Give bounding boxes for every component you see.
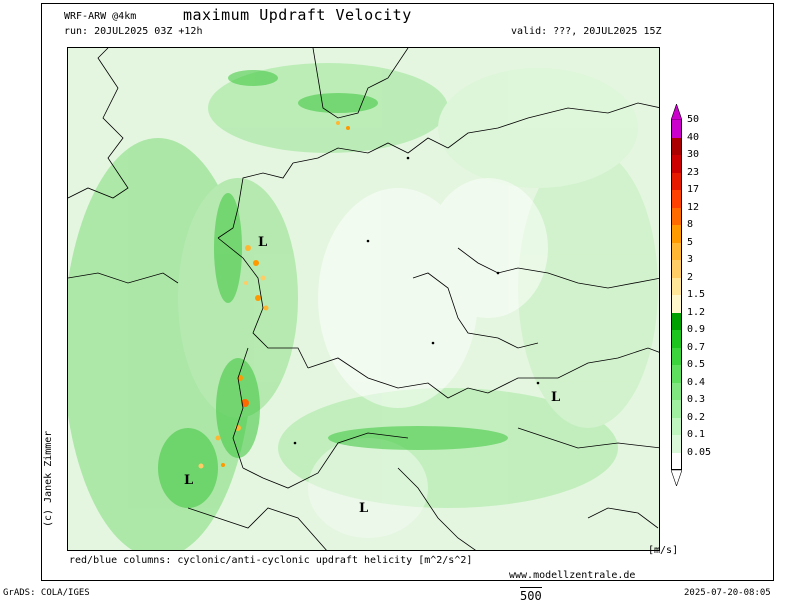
colorbar-swatch	[671, 330, 682, 348]
colorbar-level-label: 40	[687, 131, 700, 143]
colorbar-swatch	[671, 172, 682, 190]
low-pressure-mark: L	[551, 390, 561, 405]
colorbar-level-label: 17	[687, 184, 700, 195]
colorbar-level-label: 0.3	[687, 394, 706, 405]
grads-label: GrADS: COLA/IGES	[3, 588, 90, 598]
colorbar-level-label: 0.1	[687, 429, 706, 440]
colorbar-bottom-arrow	[671, 470, 682, 486]
helicity-note: red/blue columns: cyclonic/anti-cyclonic…	[69, 555, 473, 566]
colorbar-level-label: 1.5	[687, 289, 706, 300]
colorbar-swatch	[671, 137, 682, 155]
model-label: WRF-ARW @4km	[64, 11, 137, 22]
colorbar-top-arrow	[671, 104, 682, 120]
colorbar-swatch	[671, 365, 682, 383]
run-label: run: 20JUL2025 03Z +12h	[64, 26, 203, 37]
weather-map	[67, 47, 660, 551]
colorbar-level-label: 3	[687, 254, 694, 265]
colorbar-swatch	[671, 207, 682, 225]
low-pressure-mark: L	[258, 235, 268, 250]
colorbar-swatch	[671, 120, 682, 138]
colorbar-swatch	[671, 277, 682, 295]
colorbar-level-label: 0.4	[687, 376, 706, 388]
colorbar-swatch	[671, 382, 682, 400]
colorbar-level-label: 0.2	[687, 411, 706, 423]
colorbar-swatch	[671, 417, 682, 435]
colorbar-level-label: 0.7	[687, 341, 706, 353]
colorbar-swatch	[671, 190, 682, 208]
valid-label: valid: ???, 20JUL2025 15Z	[511, 26, 662, 37]
colorbar-unit: [m/s]	[648, 545, 679, 556]
colorbar-level-label: 0.05	[687, 446, 712, 458]
plot-frame	[41, 3, 774, 581]
colorbar-level-label: 1.2	[687, 306, 706, 318]
colorbar-level-label: 8	[687, 219, 694, 230]
colorbar-swatch	[671, 435, 682, 453]
colorbar-swatch	[671, 242, 682, 260]
colorbar-swatch	[671, 400, 682, 418]
colorbar-level-label: 12	[687, 201, 700, 213]
colorbar-swatch	[671, 155, 682, 173]
colorbar-swatch	[671, 295, 682, 313]
colorbar-level-label: 2	[687, 271, 694, 283]
contour-label: 500	[520, 587, 542, 603]
low-pressure-mark: L	[359, 501, 369, 516]
colorbar-level-label: 0.5	[687, 359, 706, 370]
colorbar-level-label: 50	[687, 114, 700, 125]
timestamp-label: 2025-07-20-08:05	[684, 588, 771, 598]
colorbar-level-label: 23	[687, 166, 700, 178]
credit-label: (c) Janek Zimmer	[43, 430, 54, 527]
colorbar-level-label: 0.9	[687, 324, 706, 335]
map-canvas	[68, 48, 659, 550]
colorbar-level-label: 30	[687, 149, 700, 160]
colorbar-swatch	[671, 225, 682, 243]
colorbar-swatch	[671, 347, 682, 365]
colorbar-level-label: 5	[687, 236, 694, 248]
low-pressure-mark: L	[184, 473, 194, 488]
colorbar-swatch	[671, 452, 682, 470]
colorbar-swatch	[671, 260, 682, 278]
website-label: www.modellzentrale.de	[509, 570, 636, 581]
map-title: maximum Updraft Velocity	[183, 6, 412, 24]
colorbar-swatch	[671, 312, 682, 330]
